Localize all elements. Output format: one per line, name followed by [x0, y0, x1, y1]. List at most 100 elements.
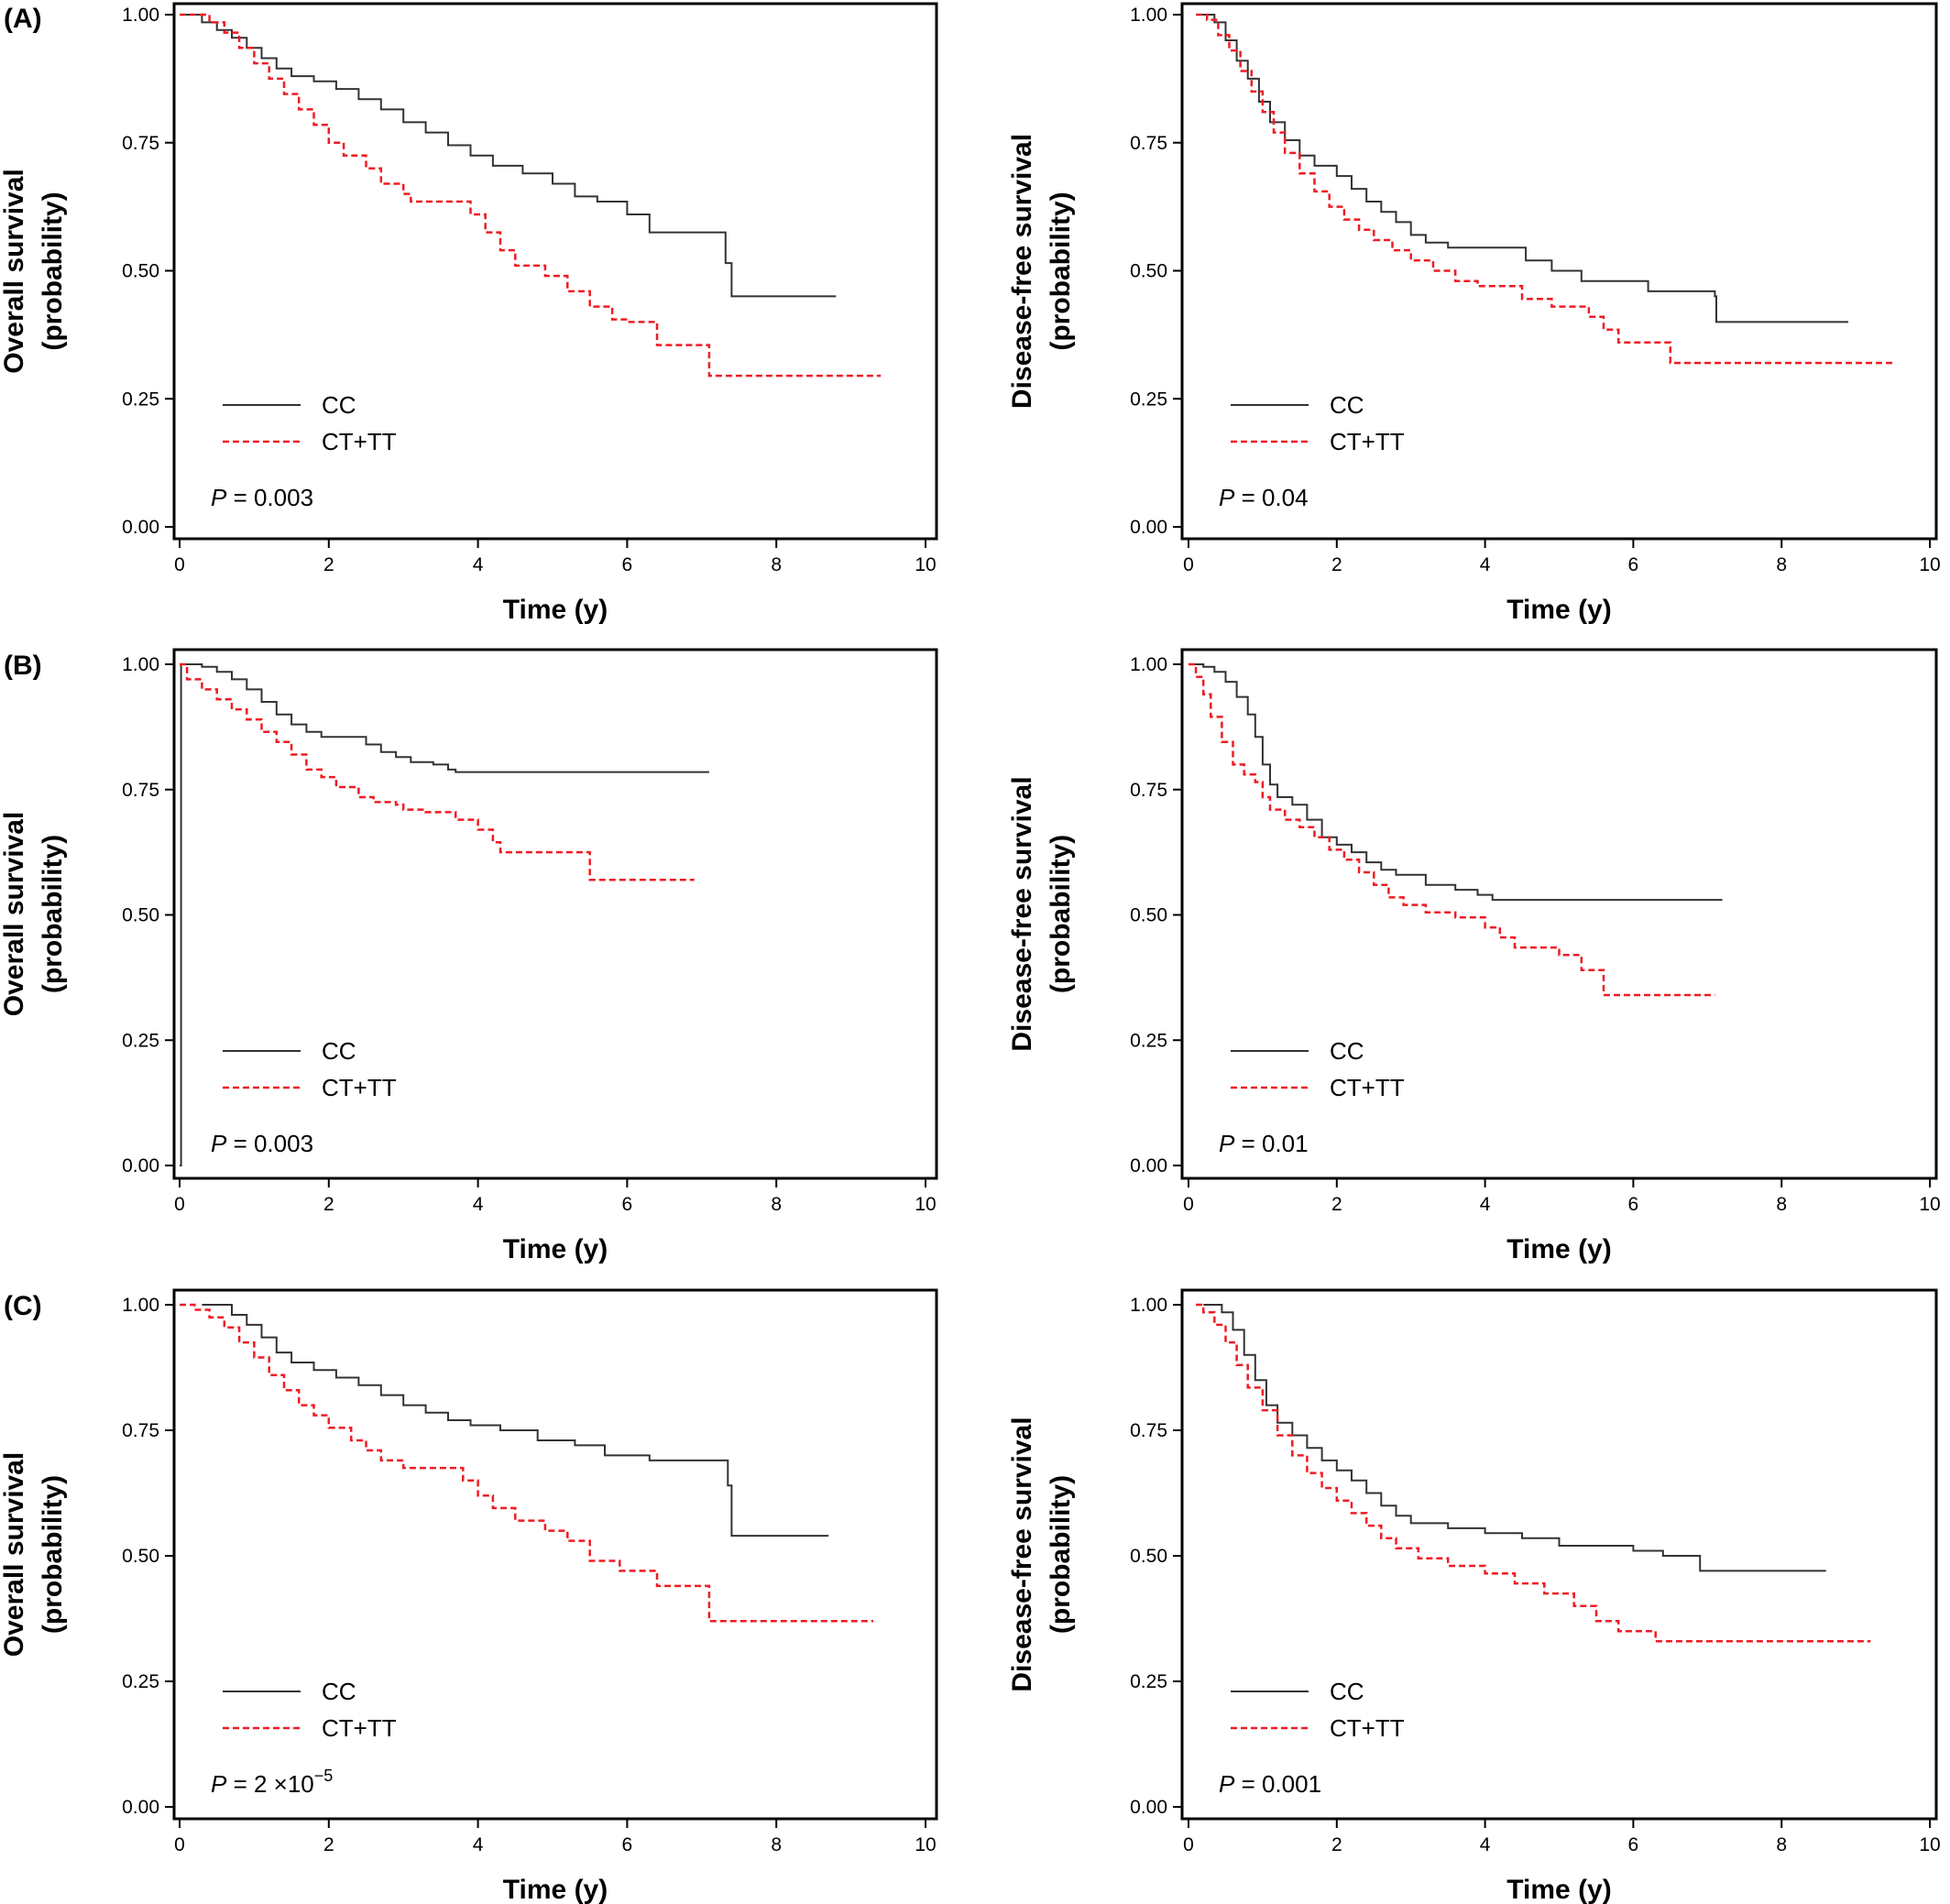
legend-label: CT+TT	[322, 1714, 397, 1742]
y-tick-label: 0.50	[1130, 1546, 1167, 1567]
x-tick-label: 0	[174, 554, 185, 575]
x-tick-label: 6	[622, 1194, 633, 1215]
x-tick-label: 6	[622, 554, 633, 575]
plot-frame	[172, 2, 938, 541]
x-tick-label: 6	[1628, 1194, 1639, 1215]
p-symbol: P	[211, 484, 227, 511]
y-tick-label: 0.50	[1130, 905, 1167, 926]
y-tick-label: 1.00	[122, 5, 159, 26]
p-value-text: = 2 ×10	[226, 1770, 313, 1798]
y-tick-label: 0.00	[122, 1797, 159, 1818]
y-tick-label: 0.75	[122, 133, 159, 154]
y-tick-label: 0.75	[1130, 780, 1167, 801]
y-tick-label: 0.25	[122, 1030, 159, 1051]
y-axis-title-sub: (probability)	[38, 835, 68, 993]
x-axis-title: Time (y)	[503, 595, 608, 625]
series-cc-line	[1196, 14, 1848, 323]
x-tick-label: 4	[1480, 1194, 1491, 1215]
y-tick-label: 0.50	[122, 905, 159, 926]
p-symbol: P	[1219, 484, 1235, 511]
y-tick-label: 0.75	[122, 1420, 159, 1441]
y-tick-label: 1.00	[1130, 654, 1167, 675]
x-tick-label: 2	[1331, 1194, 1342, 1215]
x-tick-label: 0	[174, 1834, 185, 1855]
legend-label: CC	[322, 1037, 356, 1065]
x-tick-label: 10	[915, 1834, 936, 1855]
x-tick-label: 8	[1776, 1834, 1787, 1855]
p-value-text: = 0.04	[1234, 484, 1308, 511]
km-chart-2-0: 0.00 0.25 0.50 0.75 1.00 0 2 4 6 8 10 Time (y) Overa…	[0, 1288, 938, 1904]
y-tick-label: 0.75	[1130, 133, 1167, 154]
x-tick-label: 0	[1183, 1834, 1194, 1855]
p-value-annotation: P = 0.003	[211, 484, 313, 511]
y-tick-label: 0.00	[122, 517, 159, 538]
p-value-annotation: P = 0.01	[1219, 1130, 1309, 1157]
p-value-text: = 0.001	[1234, 1770, 1321, 1798]
y-axis-title-sub: (probability)	[1046, 1475, 1076, 1634]
legend-label: CT+TT	[1330, 1714, 1405, 1742]
y-axis-title: Overall survival	[0, 1452, 29, 1657]
series-cc-line	[180, 663, 709, 1166]
series-ct-tt-line	[180, 13, 882, 378]
p-value-annotation: P = 0.003	[211, 1130, 313, 1157]
p-value-annotation: P = 2 ×10−5	[211, 1767, 333, 1798]
x-axis-title: Time (y)	[1506, 595, 1611, 625]
x-tick-label: 8	[771, 1834, 782, 1855]
x-tick-label: 2	[1331, 554, 1342, 575]
x-tick-label: 10	[915, 1194, 936, 1215]
y-axis-title: Disease-free survival	[1007, 134, 1037, 409]
p-symbol: P	[211, 1130, 227, 1157]
x-tick-label: 2	[323, 1194, 334, 1215]
series-cc-line	[1203, 1304, 1826, 1572]
panel-label: (A)	[4, 4, 42, 34]
y-tick-label: 1.00	[122, 1295, 159, 1316]
legend-label: CC	[322, 391, 356, 419]
y-tick-label: 0.00	[1130, 1797, 1167, 1818]
x-axis-title: Time (y)	[1506, 1875, 1611, 1904]
x-tick-label: 0	[1183, 554, 1194, 575]
x-tick-label: 6	[1628, 1834, 1639, 1855]
x-tick-label: 4	[1480, 1834, 1491, 1855]
legend-label: CT+TT	[1330, 428, 1405, 455]
y-axis-title-sub: (probability)	[1046, 835, 1076, 993]
y-axis-title: Overall survival	[0, 169, 29, 373]
series-ct-tt-line	[1196, 13, 1893, 365]
x-tick-label: 0	[1183, 1194, 1194, 1215]
plot-frame	[172, 1288, 938, 1821]
x-tick-label: 4	[473, 554, 484, 575]
x-tick-label: 2	[1331, 1834, 1342, 1855]
x-tick-label: 10	[915, 554, 936, 575]
x-tick-label: 4	[1480, 554, 1491, 575]
y-tick-label: 1.00	[1130, 1295, 1167, 1316]
x-axis-title: Time (y)	[503, 1875, 608, 1904]
x-tick-label: 2	[323, 1834, 334, 1855]
series-ct-tt-line	[1196, 1303, 1871, 1643]
x-tick-label: 6	[1628, 554, 1639, 575]
p-value-text: = 0.003	[226, 1130, 313, 1157]
plot-frame	[172, 648, 938, 1180]
y-tick-label: 0.50	[1130, 261, 1167, 282]
y-axis-title-sub: (probability)	[38, 1475, 68, 1634]
legend-label: CT+TT	[322, 428, 397, 455]
y-axis-title-sub: (probability)	[38, 191, 68, 350]
km-chart-0-1: 0.00 0.25 0.50 0.75 1.00 0 2 4 6 8 10 Time (y) Disea…	[1007, 2, 1941, 625]
legend-label: CC	[1330, 1037, 1364, 1065]
x-tick-label: 8	[771, 1194, 782, 1215]
y-axis-title: Disease-free survival	[1007, 1417, 1037, 1691]
panel-label: (B)	[4, 651, 42, 681]
p-symbol: P	[1219, 1130, 1235, 1157]
x-tick-label: 10	[1919, 1834, 1940, 1855]
p-symbol: P	[211, 1770, 227, 1798]
y-axis-title-sub: (probability)	[1046, 191, 1076, 350]
x-tick-label: 4	[473, 1194, 484, 1215]
plot-frame	[1180, 648, 1938, 1180]
legend-label: CT+TT	[1330, 1074, 1405, 1101]
p-value-text: = 0.003	[226, 484, 313, 511]
x-tick-label: 2	[323, 554, 334, 575]
y-tick-label: 0.25	[122, 1671, 159, 1692]
x-tick-label: 8	[1776, 1194, 1787, 1215]
y-tick-label: 0.25	[1130, 1671, 1167, 1692]
y-tick-label: 0.50	[122, 1546, 159, 1567]
y-tick-label: 1.00	[1130, 5, 1167, 26]
